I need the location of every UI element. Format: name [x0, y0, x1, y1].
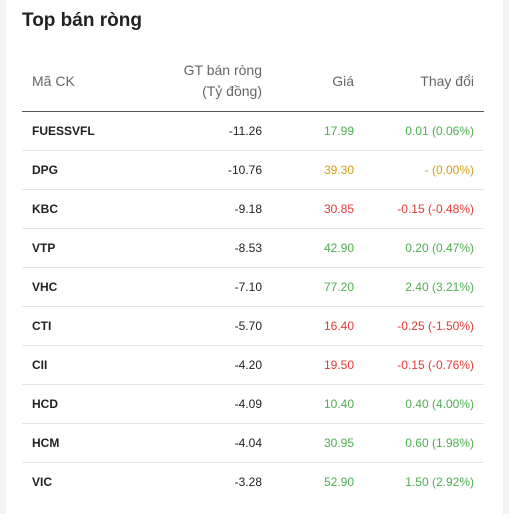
net-value-cell: -7.10 [114, 267, 272, 307]
table-row[interactable]: HCM -4.04 30.95 0.60 (1.98%) [22, 423, 484, 463]
symbol-cell[interactable]: VHC [22, 267, 114, 307]
top-net-sell-widget: Top bán ròng Mã CK GT bán ròng (Tỷ đồng)… [6, 0, 503, 514]
symbol-cell[interactable]: HCD [22, 384, 114, 424]
net-value-cell: -5.70 [114, 306, 272, 346]
price-cell: 17.99 [272, 111, 364, 151]
symbol-cell[interactable]: KBC [22, 189, 114, 229]
change-cell: 2.40 (3.21%) [364, 267, 484, 307]
header-symbol[interactable]: Mã CK [22, 52, 114, 112]
change-cell: - (0.00%) [364, 150, 484, 190]
net-value-cell: -4.20 [114, 345, 272, 385]
change-cell: 1.50 (2.92%) [405, 474, 474, 489]
table-row[interactable]: VHC -7.10 77.20 2.40 (3.21%) [22, 267, 484, 307]
table-row[interactable]: HCD -4.09 10.40 0.40 (4.00%) [22, 384, 484, 424]
header-price[interactable]: Giá [272, 52, 364, 112]
net-value-cell: -10.76 [114, 150, 272, 190]
net-value-cell: -8.53 [114, 228, 272, 268]
header-net-value-line2: (Tỷ đồng) [202, 83, 262, 100]
price-cell: 30.95 [272, 423, 364, 463]
net-value-cell: -9.18 [114, 189, 272, 229]
symbol-cell[interactable]: VTP [22, 228, 114, 268]
table-row[interactable]: CII -4.20 19.50 -0.15 (-0.76%) [22, 345, 484, 385]
table-row[interactable]: FUESSVFL -11.26 17.99 0.01 (0.06%) [22, 111, 484, 151]
net-value-cell: -3.28 [234, 474, 262, 489]
net-value-cell: -4.09 [114, 384, 272, 424]
symbol-cell[interactable]: CII [22, 345, 114, 385]
symbol-cell[interactable]: DPG [22, 150, 114, 190]
header-change[interactable]: Thay đổi [364, 52, 484, 112]
change-cell: 0.01 (0.06%) [364, 111, 484, 151]
change-cell: 0.20 (0.47%) [364, 228, 484, 268]
symbol-cell[interactable]: HCM [22, 423, 114, 463]
price-cell: 10.40 [272, 384, 364, 424]
net-sell-table: Mã CK GT bán ròng (Tỷ đồng) Giá Thay đổi… [22, 52, 484, 501]
table-row[interactable]: VTP -8.53 42.90 0.20 (0.47%) [22, 228, 484, 268]
header-net-value[interactable]: GT bán ròng (Tỷ đồng) [114, 52, 272, 112]
table-row[interactable]: KBC -9.18 30.85 -0.15 (-0.48%) [22, 189, 484, 229]
change-cell: 0.40 (4.00%) [364, 384, 484, 424]
price-cell: 77.20 [272, 267, 364, 307]
widget-title: Top bán ròng [22, 10, 142, 31]
net-value-cell: -4.04 [114, 423, 272, 463]
change-cell: -0.25 (-1.50%) [364, 306, 484, 346]
table-body: FUESSVFL -11.26 17.99 0.01 (0.06%) DPG -10.76… [22, 111, 484, 501]
header-net-value-line1: GT bán ròng [183, 62, 262, 79]
change-cell: -0.15 (-0.76%) [364, 345, 484, 385]
price-cell: 19.50 [272, 345, 364, 385]
table-row[interactable]: DPG -10.76 39.30- (0.00%) [22, 150, 484, 190]
symbol-cell[interactable]: FUESSVFL [22, 111, 114, 151]
price-cell: 30.85 [272, 189, 364, 229]
table-row[interactable]: CTI -5.70 16.40 -0.25 (-1.50%) [22, 306, 484, 346]
change-cell: 0.60 (1.98%) [364, 423, 484, 463]
price-cell: 39.30 [272, 150, 364, 190]
symbol-cell[interactable]: CTI [22, 306, 114, 346]
net-value-cell: -11.26 [114, 111, 272, 151]
price-cell: 16.40 [272, 306, 364, 346]
price-cell: 52.90 [323, 474, 354, 489]
price-cell: 42.90 [272, 228, 364, 268]
table-row[interactable]: VIC -3.28 52.90 1.50 (2.92%) [22, 462, 484, 501]
change-cell: -0.15 (-0.48%) [364, 189, 484, 229]
table-header: Mã CK GT bán ròng (Tỷ đồng) Giá Thay đổi [22, 52, 484, 112]
symbol-cell[interactable]: VIC [32, 474, 53, 489]
